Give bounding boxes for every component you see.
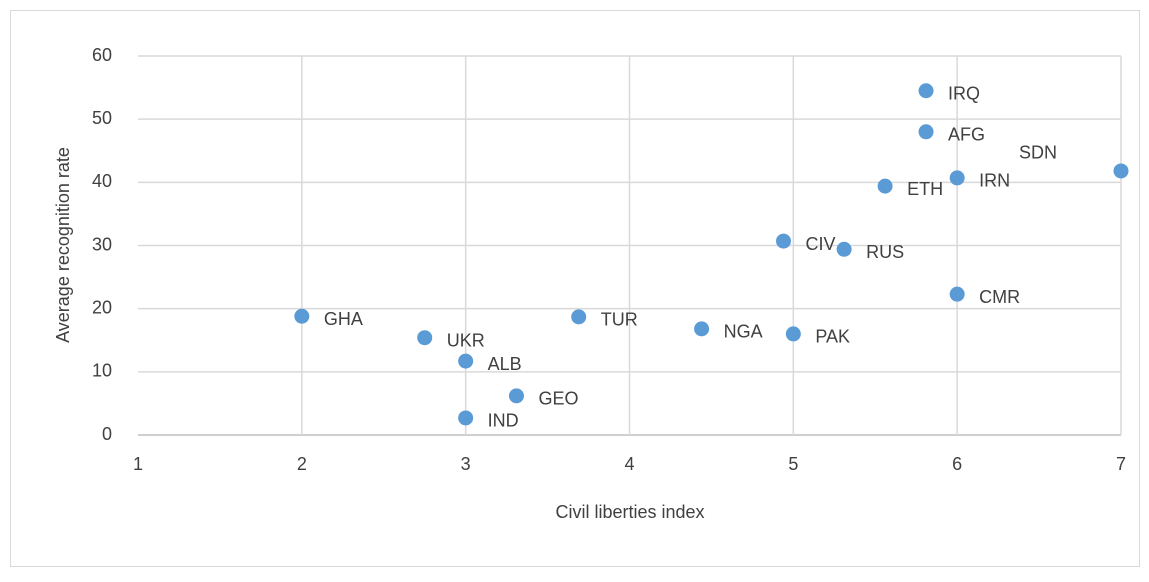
data-point (949, 170, 965, 186)
data-label: CIV (806, 234, 836, 254)
chart-frame (10, 10, 1140, 567)
data-label: SDN (1019, 143, 1057, 163)
x-tick-label: 2 (297, 454, 307, 474)
x-tick-label: 3 (461, 454, 471, 474)
y-axis-label: Average recognition rate (53, 147, 73, 343)
data-label: IRN (979, 171, 1010, 191)
data-label: NGA (724, 322, 763, 342)
y-tick-label: 40 (92, 171, 112, 191)
y-tick-label: 50 (92, 108, 112, 128)
data-point (776, 233, 792, 249)
data-point (1113, 163, 1129, 179)
data-label: AFG (948, 125, 985, 145)
data-label: IRQ (948, 83, 980, 103)
x-tick-label: 6 (952, 454, 962, 474)
data-label: RUS (866, 242, 904, 262)
y-tick-label: 30 (92, 234, 112, 254)
data-label: GEO (538, 389, 578, 409)
data-point (785, 326, 801, 342)
data-point (918, 124, 934, 140)
data-point (836, 241, 852, 257)
y-tick-label: 0 (102, 424, 112, 444)
x-tick-label: 5 (788, 454, 798, 474)
data-label: ALB (488, 354, 522, 374)
data-label: UKR (447, 330, 485, 350)
data-point (571, 309, 587, 325)
x-tick-label: 7 (1116, 454, 1126, 474)
data-point (949, 286, 965, 302)
data-point (294, 308, 310, 324)
data-label: GHA (324, 309, 363, 329)
data-point (694, 321, 710, 337)
x-tick-label: 1 (133, 454, 143, 474)
data-label: ETH (907, 179, 943, 199)
y-tick-label: 10 (92, 361, 112, 381)
x-tick-label: 4 (624, 454, 634, 474)
y-tick-label: 60 (92, 45, 112, 65)
data-point (877, 178, 893, 194)
data-point (508, 388, 524, 404)
data-point (417, 330, 433, 346)
data-point (458, 353, 474, 369)
data-label: PAK (815, 327, 850, 347)
data-label: CMR (979, 287, 1020, 307)
data-label: TUR (601, 310, 638, 330)
data-point (458, 410, 474, 426)
y-tick-label: 20 (92, 297, 112, 317)
data-label: IND (488, 411, 519, 431)
data-point (918, 83, 934, 99)
x-axis-label: Civil liberties index (555, 502, 704, 522)
